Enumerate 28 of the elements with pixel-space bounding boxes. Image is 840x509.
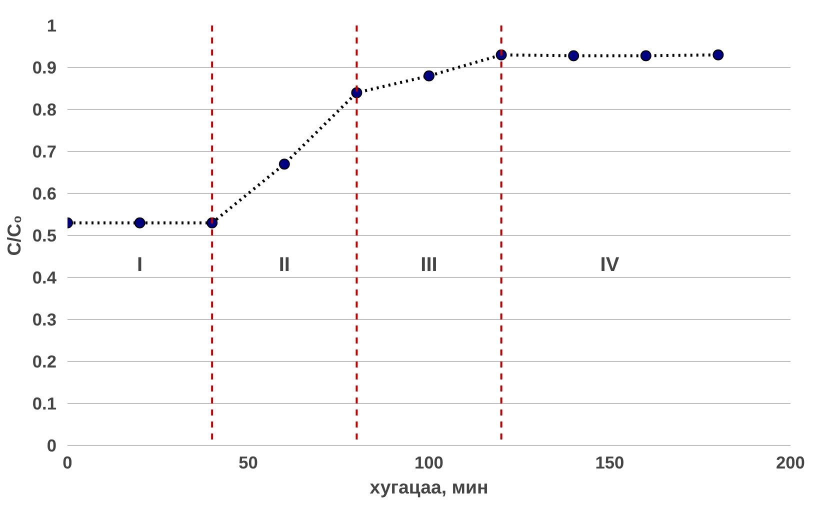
x-tick-label: 200 bbox=[776, 452, 805, 472]
x-tick-label: 0 bbox=[62, 452, 72, 472]
x-tick-label: 150 bbox=[595, 452, 624, 472]
point bbox=[640, 50, 652, 62]
point bbox=[424, 70, 434, 82]
x-axis-title: хугацаа, мин bbox=[370, 476, 488, 498]
point bbox=[278, 158, 290, 170]
y-tick-label: 0.5 bbox=[32, 226, 57, 246]
annotation: I bbox=[137, 254, 143, 276]
y-axis-title: C/C₀ bbox=[3, 215, 24, 256]
annotation: IV bbox=[600, 254, 620, 276]
y-tick-label: 0.1 bbox=[32, 394, 57, 414]
y-tick-label: 0.6 bbox=[32, 184, 57, 204]
point bbox=[712, 49, 724, 60]
annotation: II bbox=[278, 254, 290, 276]
y-tick-label: 0.9 bbox=[32, 58, 57, 78]
y-tick-label: 0 bbox=[46, 436, 57, 456]
annotation: III bbox=[420, 254, 438, 276]
y-tick-label: 1 bbox=[46, 16, 57, 36]
y-tick-label: 0.4 bbox=[32, 268, 57, 288]
y-tick-label: 0.3 bbox=[32, 310, 57, 330]
y-tick-label: 0.7 bbox=[32, 142, 57, 162]
point bbox=[568, 50, 580, 62]
x-tick-label: 50 bbox=[238, 452, 258, 472]
y-tick-label: 0.8 bbox=[32, 100, 57, 120]
x-tick-label: 100 bbox=[414, 452, 444, 472]
y-tick-label: 0.2 bbox=[32, 352, 57, 372]
point bbox=[134, 217, 146, 228]
